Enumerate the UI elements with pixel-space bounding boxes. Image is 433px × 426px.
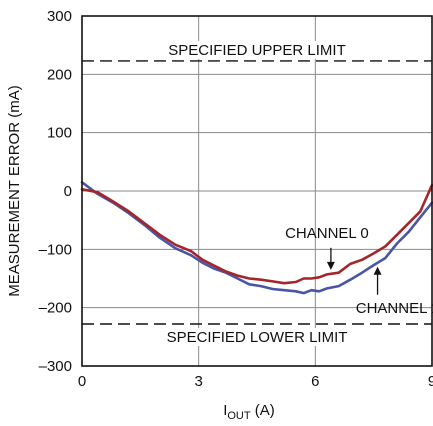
x-axis-title-sub: OUT [227, 410, 251, 422]
series-label: CHANNEL 0 [285, 225, 369, 242]
tick-labels: 300 200 100 0 –100 –200 –300 0 3 6 9 [39, 8, 433, 390]
y-tick-label: 100 [47, 125, 72, 142]
limit-label: SPECIFIED LOWER LIMIT [167, 329, 348, 346]
series-line [80, 183, 433, 285]
x-axis-title-unit: (A) [251, 402, 275, 419]
annotations: CHANNEL 0 CHANNEL 1 [285, 225, 433, 317]
data-series [80, 181, 433, 295]
series-label: CHANNEL 1 [356, 300, 433, 317]
limit-lines: SPECIFIED UPPER LIMIT SPECIFIED LOWER LIM… [82, 40, 432, 346]
y-tick-label: –200 [39, 300, 72, 317]
limit-label: SPECIFIED UPPER LIMIT [168, 42, 346, 59]
y-tick-label: 300 [47, 8, 72, 25]
x-tick-label: 3 [194, 373, 202, 390]
limit-label-bg [159, 40, 355, 59]
x-tick-label: 0 [78, 373, 86, 390]
y-tick-label: –300 [39, 358, 72, 375]
y-axis-title: MEASUREMENT ERROR (mA) [6, 85, 23, 296]
y-tick-label: 200 [47, 66, 72, 83]
x-tick-label: 6 [311, 373, 319, 390]
y-tick-label: 0 [64, 183, 72, 200]
series-line [80, 181, 433, 295]
x-tick-label: 9 [428, 373, 433, 390]
arrow-head [373, 266, 382, 275]
arrow-head [326, 261, 335, 270]
y-tick-label: –100 [39, 241, 72, 258]
x-axis-title-main: I [223, 402, 227, 419]
x-axis-title: IOUT (A) [223, 402, 275, 422]
plot-frame [81, 15, 433, 367]
limit-label-bg [159, 328, 355, 346]
